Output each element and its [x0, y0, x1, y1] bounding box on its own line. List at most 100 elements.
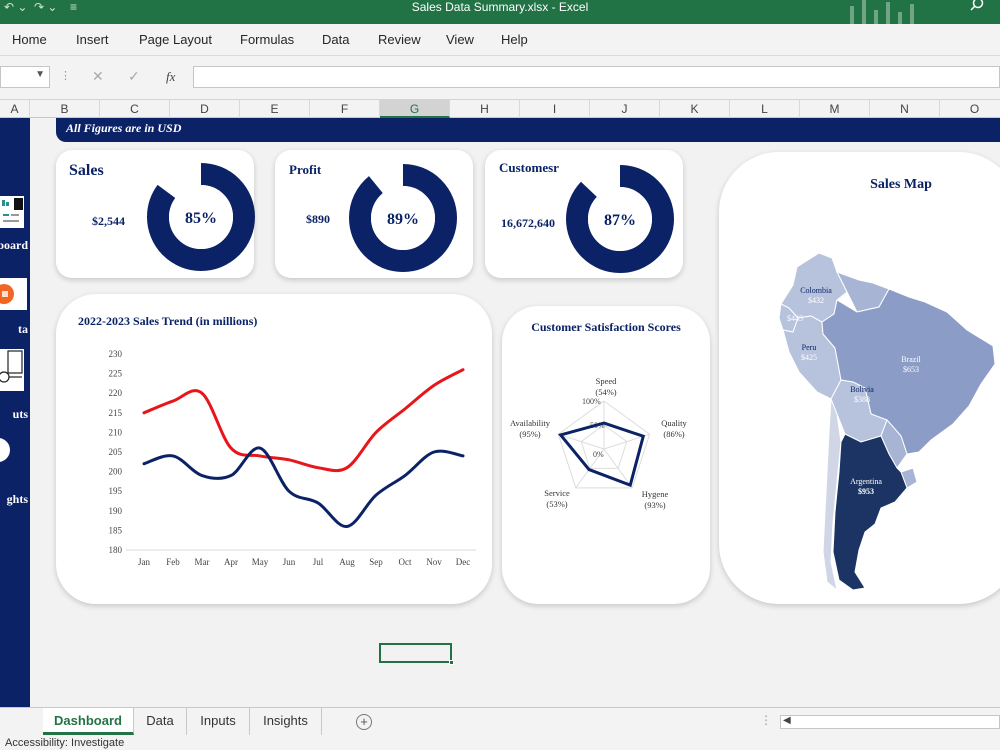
formula-input[interactable] [193, 66, 1000, 88]
column-header-k[interactable]: K [660, 100, 730, 118]
column-header-m[interactable]: M [800, 100, 870, 118]
radar-grid-ring [557, 400, 651, 489]
fill-handle[interactable] [449, 660, 454, 665]
x-tick-label: Aug [339, 557, 355, 567]
tab-page-layout[interactable]: Page Layout [139, 32, 213, 47]
column-header-i[interactable]: I [520, 100, 590, 118]
column-header-h[interactable]: H [450, 100, 520, 118]
enter-icon[interactable]: ✓ [128, 68, 140, 84]
tab-data[interactable]: Data [322, 32, 350, 47]
map-label-peru: Peru [802, 343, 817, 352]
nav-label-insights: ghts [6, 492, 28, 506]
tab-home[interactable]: Home [12, 32, 47, 47]
tab-help[interactable]: Help [501, 32, 528, 47]
y-tick-label: 195 [109, 486, 123, 496]
scroll-grip: ⋮ [760, 713, 772, 727]
x-tick-label: Jun [283, 557, 296, 567]
sales-map-card[interactable]: Sales Map Colombia $432 $445 [719, 152, 1000, 604]
search-icon[interactable] [970, 0, 984, 11]
tab-formulas[interactable]: Formulas [240, 32, 295, 47]
kpi-card-customers[interactable]: Customesr 16,672,640 87% [485, 150, 683, 278]
sheet-tab-data[interactable]: Data [134, 708, 187, 735]
accessibility-status[interactable]: Accessibility: Investigate [5, 737, 125, 749]
map-label-brazil: Brazil [901, 355, 921, 364]
scroll-left-icon[interactable]: ◀ [783, 715, 791, 726]
satisfaction-card[interactable]: Customer Satisfaction Scores 0% 50% 100% Sp… [502, 306, 710, 604]
sales-trend-chart: 2022-2023 Sales Trend (in millions) 180 1… [78, 314, 476, 567]
y-tick-label: 185 [109, 525, 123, 535]
column-header-d[interactable]: D [170, 100, 240, 118]
column-header-f[interactable]: F [310, 100, 380, 118]
sheet-tab-insights[interactable]: Insights [250, 708, 322, 735]
window-title: Sales Data Summary.xlsx - Excel [411, 0, 589, 14]
sales-map: Sales Map Colombia $432 $445 [778, 177, 996, 592]
sales-trend-card[interactable]: 2022-2023 Sales Trend (in millions) 180 1… [56, 294, 492, 604]
kpi-percent: 89% [387, 211, 419, 228]
nav-label-inputs: uts [12, 407, 28, 421]
map-value-colombia: $432 [808, 296, 824, 305]
nav-label-dashboard: board [0, 238, 28, 252]
series-line-1 [142, 368, 465, 473]
tab-insert[interactable]: Insert [76, 32, 109, 47]
chart-title: Customer Satisfaction Scores [531, 320, 681, 334]
sheet-tab-inputs[interactable]: Inputs [187, 708, 250, 735]
radar-axis-label: Speed [596, 376, 618, 386]
name-box[interactable]: ▼ [0, 66, 50, 88]
radar-ring-label: 0% [593, 450, 604, 459]
x-tick-label: Dec [456, 557, 471, 567]
dashboard-nav-sidebar: board ta uts ghts [0, 118, 30, 707]
map-label-colombia: Colombia [800, 286, 832, 295]
undo-icon[interactable]: ↶ ⌄ [4, 0, 28, 14]
redo-icon[interactable]: ↷ ⌄ [34, 0, 58, 14]
column-header-o[interactable]: O [940, 100, 1000, 118]
radar-axis-value: (95%) [519, 429, 540, 439]
selected-cell[interactable] [379, 643, 454, 665]
column-header-l[interactable]: L [730, 100, 800, 118]
column-header-j[interactable]: J [590, 100, 660, 118]
map-label-argentina: Argentina [850, 477, 882, 486]
y-tick-label: 220 [109, 388, 123, 398]
radar-axis-label: Availability [510, 418, 551, 428]
sheet-tab-dashboard[interactable]: Dashboard [43, 708, 134, 735]
dashboard-icon [0, 196, 24, 228]
radar-axis-label: Service [544, 488, 570, 498]
radar-axis-value: (86%) [663, 429, 684, 439]
cancel-icon[interactable]: ✕ [92, 68, 104, 84]
y-tick-label: 225 [109, 369, 123, 379]
insert-function-icon[interactable]: fx [166, 69, 176, 84]
column-headers: A B C D E F G H I J K L M N O [0, 100, 1000, 118]
x-tick-label: Mar [195, 557, 210, 567]
title-bar-decoration [850, 0, 914, 24]
insights-icon [0, 438, 10, 462]
horizontal-scrollbar[interactable]: ◀ [780, 715, 1000, 729]
worksheet[interactable]: board ta uts ghts A [0, 118, 1000, 707]
x-tick-label: Oct [399, 557, 412, 567]
region-argentina[interactable] [832, 433, 908, 591]
column-header-b[interactable]: B [30, 100, 100, 118]
customize-quick-access-icon[interactable]: ≡ [70, 0, 78, 14]
column-header-n[interactable]: N [870, 100, 940, 118]
radar-ring-label: 100% [582, 397, 601, 406]
column-header-c[interactable]: C [100, 100, 170, 118]
add-sheet-icon[interactable]: + [356, 714, 372, 730]
tab-review[interactable]: Review [378, 32, 421, 47]
tab-view[interactable]: View [446, 32, 474, 47]
radar-series-polygon [558, 421, 646, 488]
x-tick-label: Jan [138, 557, 150, 567]
column-header-e[interactable]: E [240, 100, 310, 118]
kpi-card-profit[interactable]: Profit $890 89% [275, 150, 473, 278]
kpi-card-sales[interactable]: Sales $2,544 85% [56, 150, 255, 278]
radar-grid-ring [580, 424, 628, 469]
radar-axis-label: Hygene [642, 489, 669, 499]
radar-spoke [603, 448, 633, 489]
column-header-a[interactable]: A [0, 100, 30, 118]
column-header-g[interactable]: G [380, 100, 450, 118]
chevron-down-icon[interactable]: ▼ [35, 69, 45, 80]
kpi-title: Profit [289, 162, 322, 177]
y-tick-label: 210 [109, 427, 123, 437]
sheet-tab-bar: Dashboard Data Inputs Insights + ⋮ ◀ [0, 707, 1000, 736]
kpi-donut-arc [147, 163, 255, 271]
data-icon [0, 278, 27, 310]
status-bar: Accessibility: Investigate [0, 736, 1000, 750]
ribbon-tabs: Home Insert Page Layout Formulas Data Re… [0, 24, 1000, 56]
